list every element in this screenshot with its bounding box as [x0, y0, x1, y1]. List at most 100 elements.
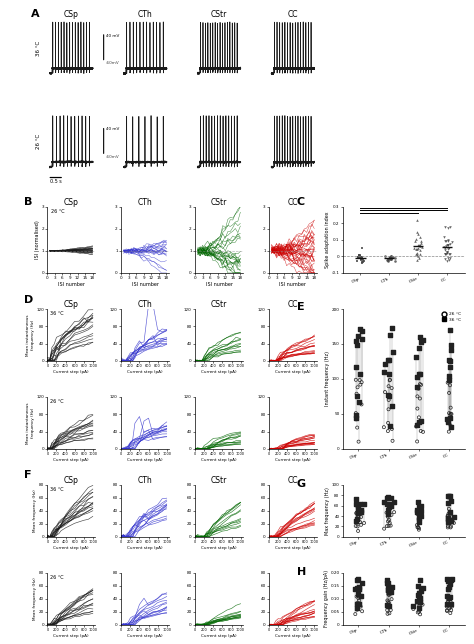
Text: 26 °C: 26 °C	[50, 399, 64, 404]
Point	[410, 243, 418, 254]
Point	[387, 252, 394, 263]
Point	[387, 252, 394, 263]
Point	[447, 410, 454, 420]
Point	[445, 254, 452, 265]
Point	[356, 324, 364, 334]
Point	[380, 367, 388, 377]
Y-axis label: Max frequency (Hz): Max frequency (Hz)	[325, 487, 330, 535]
Point	[447, 496, 455, 506]
Point	[447, 592, 454, 602]
X-axis label: Current step (pA): Current step (pA)	[275, 545, 311, 549]
Point	[354, 391, 361, 401]
Point	[352, 336, 360, 346]
Point	[360, 255, 367, 265]
Point	[415, 514, 422, 524]
Point	[444, 511, 451, 522]
Text: 26 °C: 26 °C	[36, 134, 41, 149]
Point	[415, 507, 422, 518]
Point	[447, 339, 455, 350]
Point	[445, 426, 453, 437]
Point	[413, 420, 421, 430]
Point	[446, 249, 453, 259]
Point	[384, 418, 392, 428]
Point	[388, 509, 395, 520]
Title: CTh: CTh	[138, 300, 153, 309]
Point	[443, 605, 451, 616]
Title: CStr: CStr	[211, 476, 227, 485]
Point	[417, 596, 424, 607]
Point	[448, 574, 456, 585]
Point	[384, 516, 392, 527]
Text: 36 °C: 36 °C	[50, 487, 64, 492]
Point	[410, 601, 417, 611]
Point	[388, 501, 395, 511]
Point	[386, 252, 394, 263]
Text: 36 °C: 36 °C	[36, 41, 41, 56]
Point	[387, 251, 394, 261]
Point	[440, 232, 448, 242]
Point	[413, 249, 421, 260]
Point	[447, 522, 455, 533]
Y-axis label: Mean instantaneous
frequency (Hz): Mean instantaneous frequency (Hz)	[26, 402, 35, 444]
Point	[385, 498, 393, 509]
Text: G: G	[297, 478, 306, 489]
X-axis label: Current step (pA): Current step (pA)	[128, 634, 163, 638]
Point	[445, 240, 452, 250]
Point	[384, 491, 392, 502]
Point	[447, 580, 454, 590]
Point	[352, 362, 360, 372]
Point	[355, 252, 363, 263]
Point	[447, 491, 454, 501]
Point	[388, 424, 396, 434]
Point	[447, 597, 455, 607]
Point	[356, 251, 364, 261]
Point	[357, 601, 365, 612]
Point	[418, 242, 425, 252]
Point	[415, 502, 423, 512]
Point	[356, 598, 363, 609]
Point	[353, 340, 360, 350]
Point	[414, 243, 422, 253]
Point	[356, 251, 363, 261]
Point	[383, 255, 391, 265]
Point	[389, 347, 396, 357]
Point	[443, 599, 451, 609]
Y-axis label: Spike adaptation index: Spike adaptation index	[325, 212, 330, 268]
Point	[385, 590, 393, 600]
Point	[383, 600, 391, 610]
Point	[447, 345, 455, 355]
Point	[354, 331, 361, 341]
Point	[388, 401, 395, 411]
Point	[444, 576, 451, 586]
Point	[388, 383, 395, 393]
Title: CC: CC	[288, 476, 298, 485]
Point	[387, 251, 395, 261]
X-axis label: Current step (pA): Current step (pA)	[54, 634, 89, 638]
Point	[441, 243, 449, 253]
Point	[414, 522, 421, 533]
Point	[414, 590, 422, 600]
Text: 36 °C: 36 °C	[50, 311, 64, 316]
Point	[417, 501, 425, 511]
Point	[413, 248, 421, 258]
Point	[445, 355, 453, 365]
Point	[414, 391, 421, 401]
Point	[441, 245, 449, 255]
Point	[387, 493, 394, 504]
Point	[417, 507, 425, 517]
Point	[414, 251, 422, 261]
Point	[416, 240, 424, 250]
Point	[352, 375, 360, 385]
Point	[356, 591, 363, 601]
Point	[359, 256, 366, 267]
Text: F: F	[24, 470, 31, 480]
Point	[446, 249, 454, 260]
Point	[415, 607, 423, 617]
Point	[444, 513, 452, 523]
Point	[384, 578, 392, 588]
Point	[442, 249, 450, 260]
Point	[388, 594, 395, 604]
Point	[444, 521, 452, 531]
Point	[447, 408, 455, 419]
Text: C: C	[297, 197, 305, 207]
